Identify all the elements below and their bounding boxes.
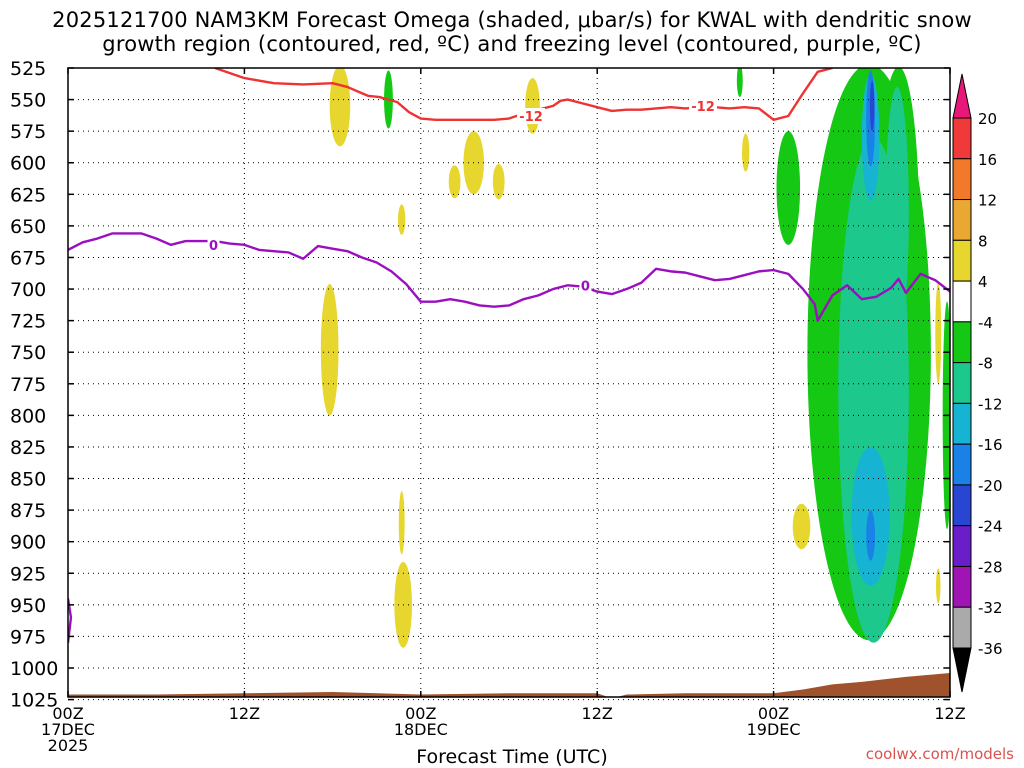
y-tick-label: 1025 [10,690,58,712]
y-tick-label: 725 [10,311,46,333]
colorbar-swatch [952,321,972,364]
contour-label: -12 [691,100,715,115]
y-tick-label: 625 [10,184,46,206]
contour-label: 0 [581,279,590,294]
colorbar-label: -28 [978,558,1003,576]
colorbar-label: 4 [978,273,988,291]
colorbar-swatch [952,280,972,323]
colorbar-swatch [952,362,972,404]
omega-region [866,510,876,561]
contour-label-bg [689,97,718,114]
y-tick-label: 800 [10,405,46,427]
omega-region [320,284,339,416]
chart-title-line2: growth region (contoured, red, ºC) and f… [102,32,922,56]
terrain-surface [68,673,950,697]
y-tick-label: 650 [10,216,46,238]
omega-region [398,491,405,555]
colorbar-label: 16 [978,151,997,169]
contour-label-bg [517,108,546,124]
y-tick-label: 550 [10,90,46,112]
colorbar-swatch [952,443,972,486]
colorbar-swatch [952,199,972,241]
omega-region [869,80,875,132]
colorbar-swatch [952,606,972,649]
x-tick-label: 00Z [52,704,83,723]
y-tick-label: 575 [10,121,46,143]
omega-region [741,133,750,172]
y-tick-label: 775 [10,374,46,396]
x-tick-label: 2025 [48,736,89,755]
omega-region [448,165,461,199]
colorbar-swatch [952,239,972,282]
colorbar-top-arrow [952,73,972,119]
y-tick-label: 1000 [10,658,58,680]
site-credit: coolwx.com/models [865,745,1014,763]
colorbar-label: -12 [978,395,1003,413]
x-tick-label: 00Z [405,704,436,723]
omega-region [525,78,540,134]
y-tick-label: 875 [10,500,46,522]
x-tick-label: 19DEC [747,720,801,739]
contour-line [214,68,833,121]
y-tick-label: 825 [10,437,46,459]
omega-region [935,282,942,384]
colorbar-label: -36 [978,640,1003,658]
colorbar-swatch [952,484,972,527]
colorbar-label: 8 [978,232,988,250]
colorbar-bottom-arrow [952,647,972,693]
y-tick-label: 925 [10,563,46,585]
colorbar-label: 20 [978,110,997,128]
y-tick-label: 950 [10,595,46,617]
colorbar-label: 12 [978,192,997,210]
x-tick-label: 12Z [934,704,965,723]
x-tick-label: 00Z [758,704,789,723]
y-tick-label: 675 [10,247,46,269]
x-tick-label: 17DEC [41,720,95,739]
colorbar-swatch [952,402,972,445]
omega-region [329,68,351,147]
omega-region [792,503,811,550]
contour-line [68,232,950,322]
y-tick-label: 750 [10,342,46,364]
colorbar-label: -32 [978,599,1003,617]
omega-region [776,131,801,245]
y-tick-label: 900 [10,532,46,554]
x-tick-label: 12Z [229,704,260,723]
chart-title-line1: 2025121700 NAM3KM Forecast Omega (shaded… [52,8,972,32]
colorbar-label: -8 [978,355,993,373]
x-tick-label: 18DEC [394,720,448,739]
colorbar-label: -4 [978,314,993,332]
x-axis-title: Forecast Time (UTC) [416,746,608,768]
omega-region [885,86,909,340]
contour-label: 0 [209,239,218,254]
y-tick-label: 600 [10,153,46,175]
y-tick-label: 850 [10,469,46,491]
colorbar-swatch [952,117,972,160]
omega-region [398,204,406,235]
colorbar-label: -20 [978,477,1003,495]
omega-region [736,68,743,98]
contour-label-bg [207,236,220,253]
colorbar-label: -16 [978,436,1003,454]
colorbar-swatch [952,565,972,608]
omega-region [936,568,941,604]
omega-region [492,164,505,200]
y-tick-label: 975 [10,626,46,648]
contour-label: -12 [519,110,543,125]
x-tick-label: 12Z [582,704,613,723]
colorbar-swatch [952,158,972,201]
colorbar-label: -24 [978,518,1003,536]
y-tick-label: 700 [10,279,46,301]
y-tick-label: 525 [10,58,46,80]
contour-label-bg [579,277,592,294]
plot-frame [67,67,951,698]
colorbar-swatch [952,525,972,567]
